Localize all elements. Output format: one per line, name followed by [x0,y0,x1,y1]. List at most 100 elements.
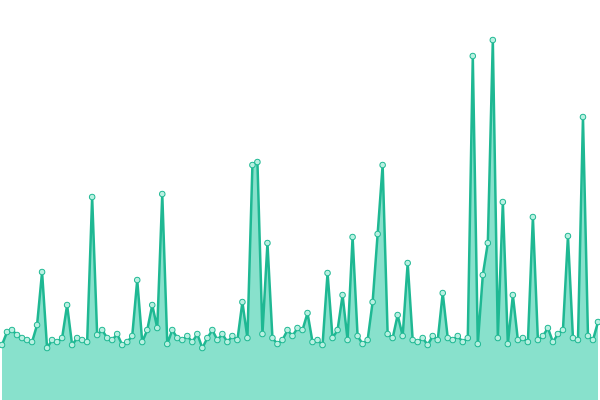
data-point [194,330,201,338]
data-point [274,340,281,348]
data-point [13,331,21,339]
data-point [534,336,542,344]
data-point [439,289,447,297]
data-point [544,324,552,332]
data-point [519,334,527,342]
data-point [199,344,206,352]
data-point [564,232,572,240]
data-point [33,321,41,329]
data-point [148,301,156,309]
data-point [88,193,96,201]
data-point [404,259,411,267]
data-point [98,326,106,334]
data-point [484,239,492,247]
data-point [63,301,71,309]
data-point [113,330,121,338]
data-point [489,36,497,44]
data-point [334,326,341,334]
data-point [449,336,457,344]
data-point [118,341,126,349]
data-point [244,334,251,342]
data-point [219,330,226,338]
data-point [474,340,482,348]
data-point [384,330,391,338]
data-point [479,271,487,279]
data-point [349,233,356,241]
data-point [143,326,151,334]
data-point [374,230,381,238]
data-point [28,338,36,346]
data-point [254,158,261,166]
data-point [284,326,291,334]
data-point [379,161,386,169]
data-point [8,326,16,334]
data-point [344,336,351,344]
data-point [299,326,306,334]
data-point [184,332,191,340]
data-point [429,332,437,340]
data-point [579,113,587,121]
data-point [459,338,467,346]
data-point [589,336,597,344]
data-point [0,341,6,349]
data-point [289,332,296,340]
data-point [38,268,46,276]
data-point [464,334,472,342]
data-point [549,338,557,346]
data-point [249,161,256,169]
data-point [414,338,421,346]
data-point [574,336,582,344]
data-point [138,338,146,346]
data-point [133,276,141,284]
data-point [324,269,331,277]
data-point [319,341,326,349]
data-point [554,330,562,338]
data-point [419,334,427,342]
data-point [314,336,321,344]
data-point [153,324,161,332]
data-point [264,239,271,247]
data-point [389,334,396,342]
data-point [559,326,567,334]
data-point [359,340,366,348]
data-point [394,311,401,319]
data-point [259,330,266,338]
data-point [469,52,477,60]
data-point [339,291,346,299]
data-point [108,336,116,344]
data-point [499,198,507,206]
data-point [224,338,231,346]
data-point [269,334,276,342]
data-point [189,338,196,346]
data-point [509,291,517,299]
data-point [369,298,376,306]
data-point [43,344,51,352]
data-point [209,326,216,334]
data-point [454,332,462,340]
data-point [83,338,91,346]
data-point [128,332,136,340]
data-point [53,338,61,346]
data-point [584,332,592,340]
data-point [168,326,176,334]
data-point [354,332,361,340]
data-point [364,336,371,344]
data-point [163,340,171,348]
data-point [229,332,236,340]
data-point [529,213,537,221]
data-point [204,334,211,342]
data-point [214,336,221,344]
data-point [539,332,547,340]
data-point [123,338,131,346]
data-point [494,334,502,342]
data-point [434,336,442,344]
data-point [179,336,186,344]
data-point [279,336,286,344]
data-point [424,341,432,349]
data-point [594,318,600,326]
area-fill [2,40,598,400]
data-point [234,336,241,344]
data-point [504,340,512,348]
